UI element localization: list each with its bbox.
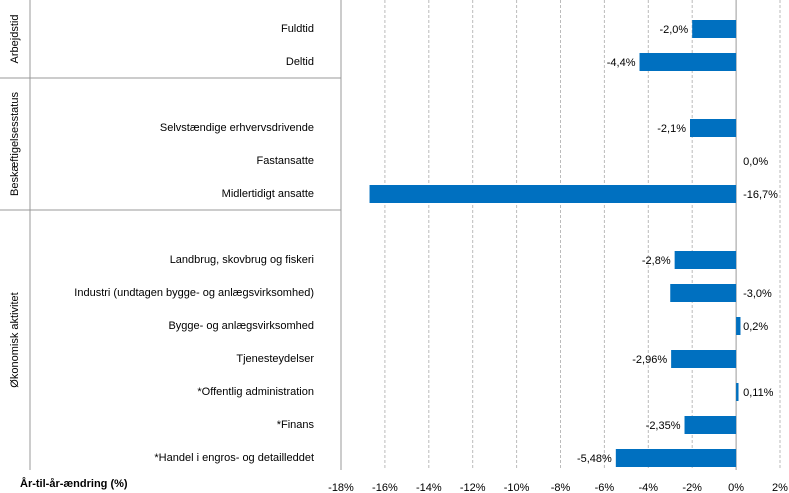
bar — [671, 350, 737, 368]
x-axis-label: År-til-år-ændring (%) — [20, 477, 128, 490]
bar — [692, 20, 737, 38]
x-tick-label: -2% — [682, 482, 702, 493]
x-tick-label: -18% — [328, 482, 354, 493]
y-tick-label: Fastansatte — [257, 155, 314, 167]
value-label: -16,7% — [743, 189, 778, 201]
y-tick-label: Industri (undtagen bygge- og anlægsvirks… — [74, 287, 314, 299]
group-label: Beskæftigelsesstatus — [9, 92, 21, 196]
bar — [674, 251, 737, 269]
value-label: -2,96% — [632, 354, 667, 366]
y-tick-label: *Handel i engros- og detailleddet — [154, 452, 314, 464]
value-label: -2,1% — [657, 123, 686, 135]
y-tick-label: Landbrug, skovbrug og fiskeri — [170, 254, 314, 266]
bar — [736, 383, 739, 401]
bar — [369, 185, 737, 203]
bar — [670, 284, 737, 302]
x-tick-label: -12% — [460, 482, 486, 493]
y-tick-label: Fuldtid — [281, 23, 314, 35]
group-label: Økonomisk aktivitet — [9, 292, 21, 387]
x-tick-label: -10% — [504, 482, 530, 493]
y-tick-label: Deltid — [286, 56, 314, 68]
x-tick-label: -4% — [639, 482, 659, 493]
value-label: 0,11% — [743, 387, 774, 399]
y-tick-label: *Offentlig administration — [197, 386, 314, 398]
bar — [684, 416, 737, 434]
value-label: -2,8% — [642, 255, 671, 267]
group-label: Arbejdstid — [9, 15, 21, 64]
y-tick-label: Midlertidigt ansatte — [222, 188, 314, 200]
y-tick-label: Bygge- og anlægsvirksomhed — [168, 320, 314, 332]
value-label: -2,0% — [659, 24, 688, 36]
bar — [639, 53, 737, 71]
value-label: -3,0% — [743, 288, 772, 300]
value-label: -4,4% — [607, 57, 636, 69]
x-tick-label: -16% — [372, 482, 398, 493]
bar — [615, 449, 737, 467]
x-tick-label: -8% — [551, 482, 571, 493]
value-label: 0,2% — [743, 321, 768, 333]
x-tick-label: -6% — [595, 482, 615, 493]
y-tick-label: Selvstændige erhvervsdrivende — [160, 122, 314, 134]
x-tick-label: 2% — [772, 482, 788, 493]
bar — [690, 119, 737, 137]
x-tick-label: -14% — [416, 482, 442, 493]
value-label: -2,35% — [646, 420, 681, 432]
bar — [736, 317, 741, 335]
value-label: 0,0% — [743, 156, 768, 168]
y-tick-label: *Finans — [277, 419, 315, 431]
x-tick-label: 0% — [728, 482, 744, 493]
value-label: -5,48% — [577, 453, 612, 465]
y-tick-label: Tjenesteydelser — [236, 353, 314, 365]
